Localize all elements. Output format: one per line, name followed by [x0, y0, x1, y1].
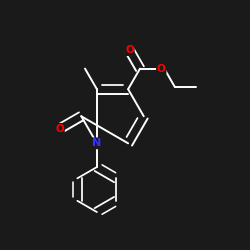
Text: N: N [92, 138, 102, 148]
Text: O: O [125, 45, 134, 55]
Text: O: O [157, 64, 166, 74]
Text: O: O [55, 124, 64, 134]
